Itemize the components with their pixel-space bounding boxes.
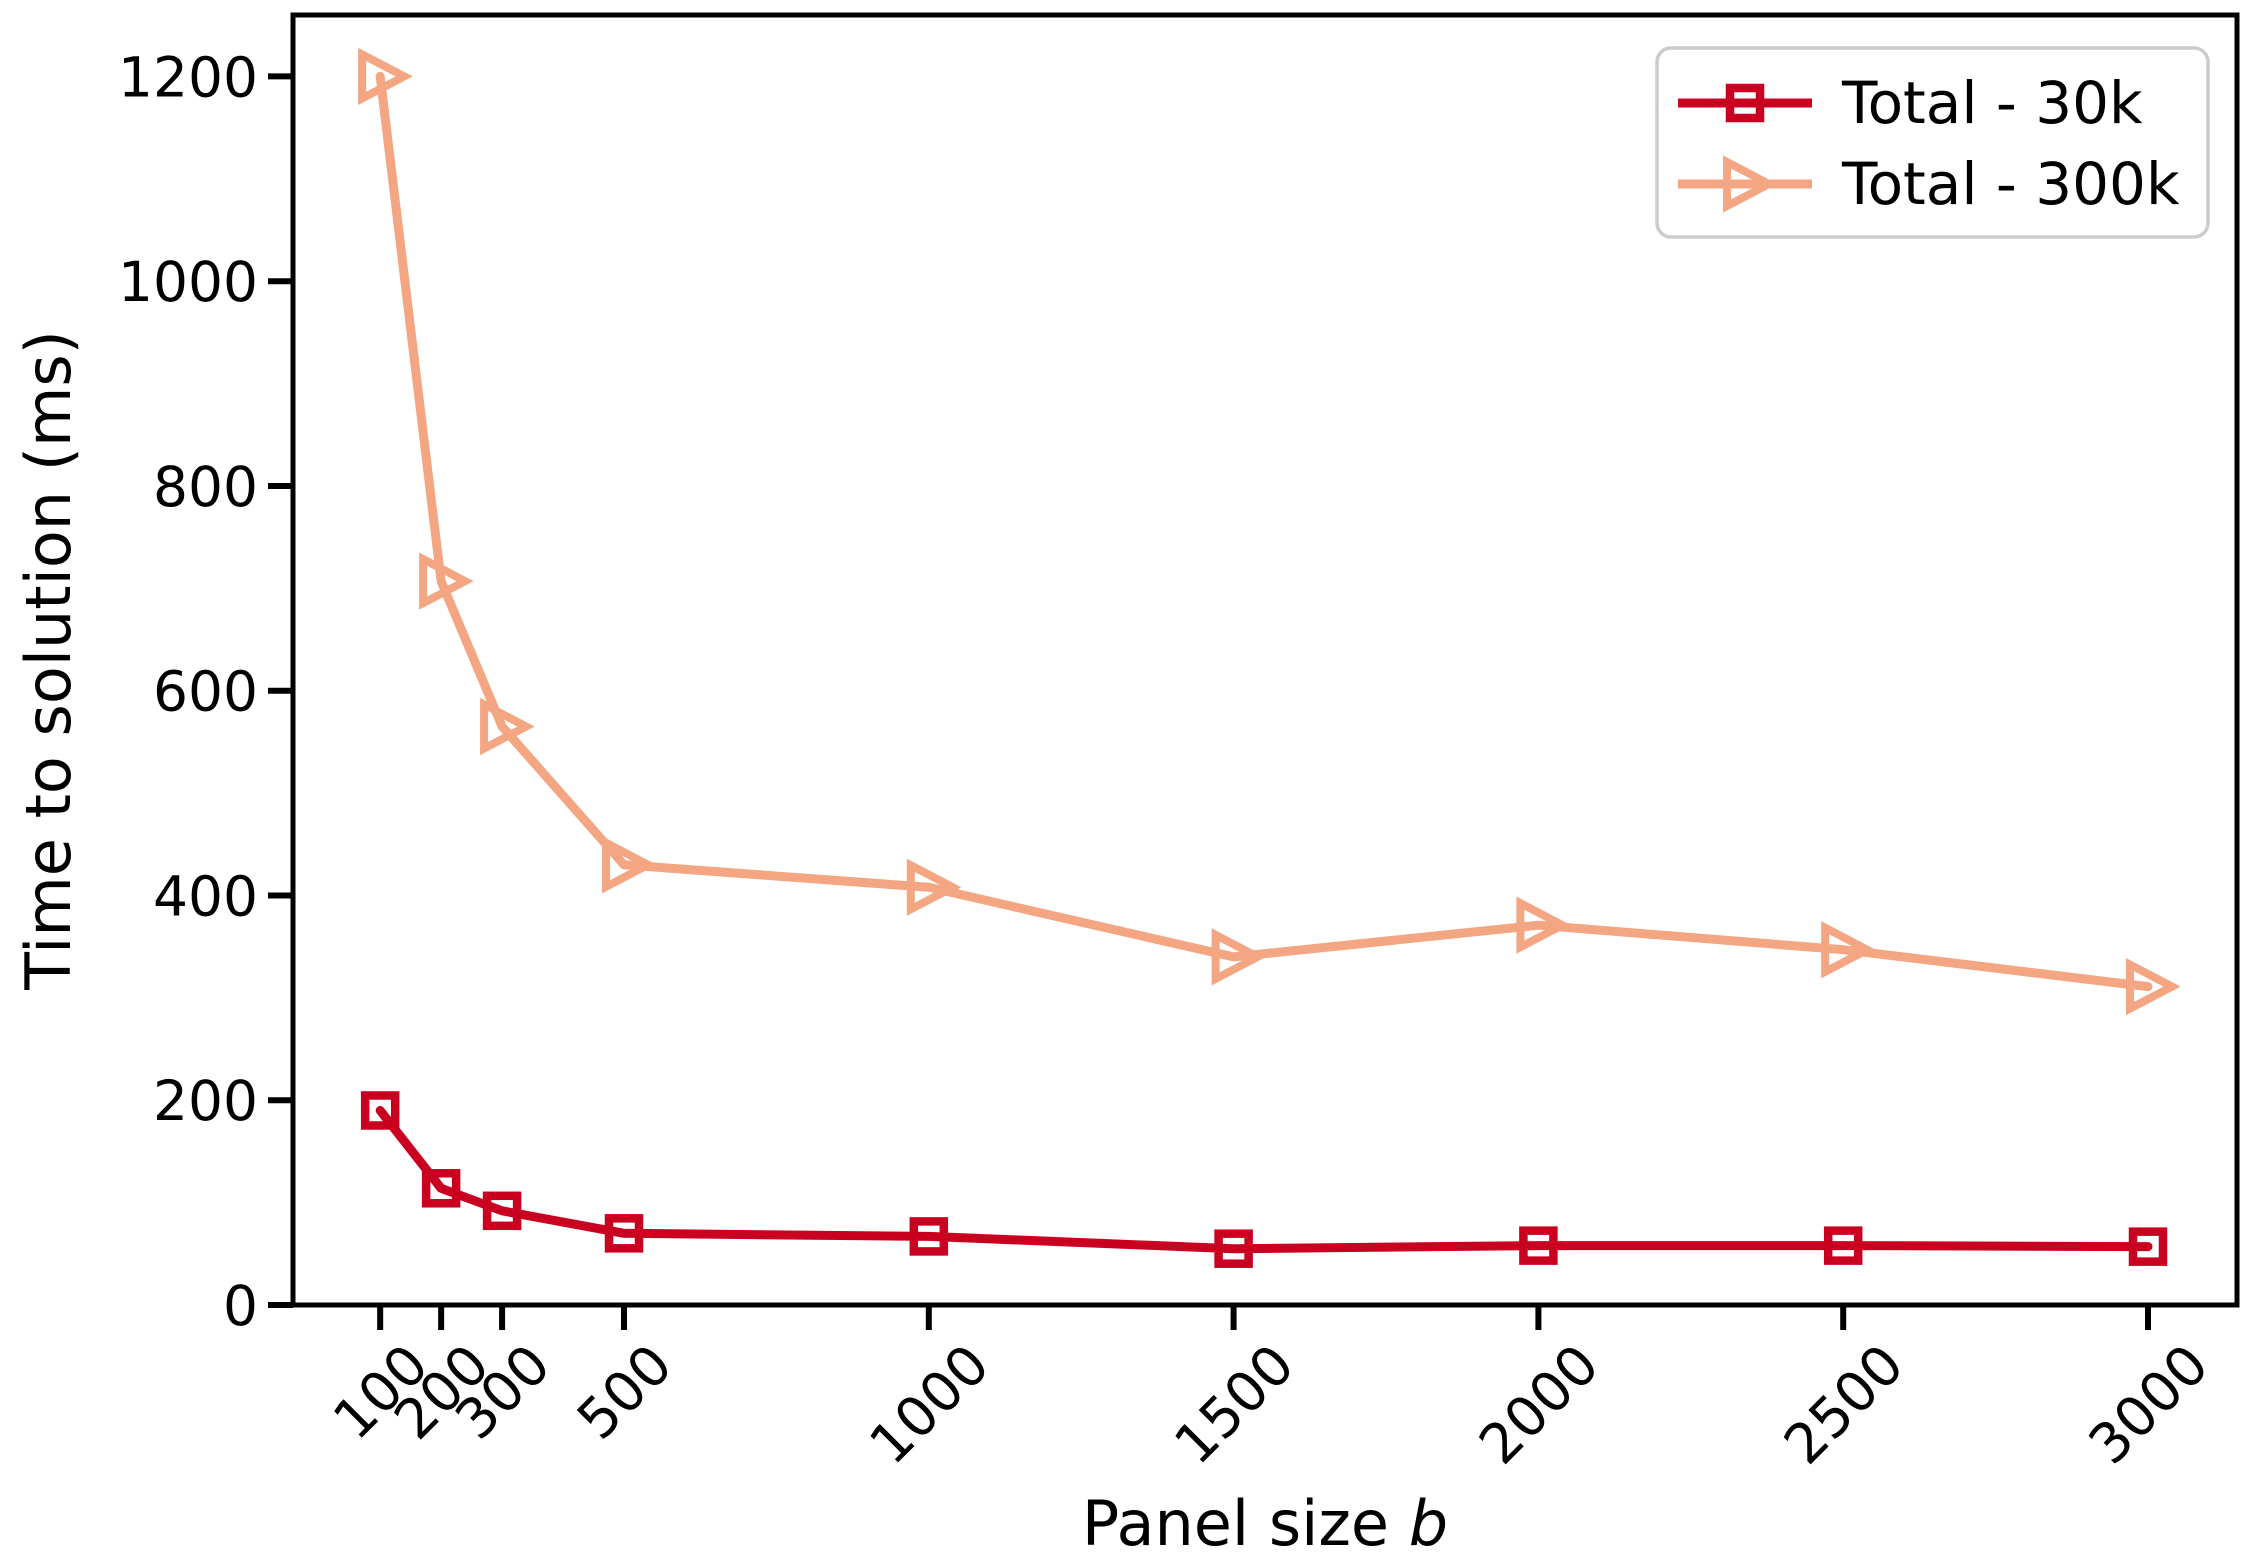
series-line-total-30k: [375, 1106, 2153, 1254]
data-point-triangle-total-300k: [602, 836, 657, 894]
legend-label: Total - 30k: [1841, 69, 2143, 137]
data-point-triangle-total-300k: [906, 858, 962, 916]
data-point-square-total-30k: [1214, 1229, 1253, 1268]
y-tick-label: 800: [153, 455, 258, 519]
y-tick-label: 200: [153, 1069, 258, 1133]
data-point-square-total-30k: [909, 1217, 949, 1256]
y-tick-label: 400: [153, 864, 258, 928]
y-tick-label: 0: [223, 1274, 258, 1338]
legend-box: [1655, 46, 2210, 239]
x-axis-label-text: Panel size: [1082, 1487, 1409, 1560]
data-point-square-total-30k: [421, 1169, 461, 1208]
x-axis-label-variable: b: [1409, 1487, 1448, 1560]
data-point-square-total-30k: [2128, 1227, 2168, 1266]
data-point-square-total-30k: [1823, 1226, 1863, 1265]
data-point-triangle-total-300k: [1821, 921, 1876, 979]
x-tick-label: 1000: [857, 1332, 1001, 1476]
data-point-square-total-30k: [482, 1191, 522, 1231]
y-axis-label: Time to solution (ms): [12, 330, 85, 991]
axes-spines: [290, 12, 2240, 1308]
data-point-square-total-30k: [360, 1091, 400, 1130]
x-tick-label: 2000: [1467, 1332, 1611, 1476]
y-tick-label: 1000: [118, 250, 258, 314]
y-tick-label: 1200: [118, 45, 258, 109]
data-point-triangle-total-300k: [2125, 957, 2181, 1016]
x-tick-label: 500: [565, 1332, 684, 1451]
data-point-square-legend: [1725, 83, 1765, 123]
data-point-triangle-total-300k: [1516, 896, 1572, 954]
series-line-total-300k: [375, 71, 2153, 992]
legend-label: Total - 300k: [1841, 150, 2180, 218]
x-axis-label: Panel size b: [1082, 1487, 1448, 1560]
data-point-triangle-total-300k: [480, 697, 535, 756]
data-point-triangle-total-300k: [419, 552, 474, 610]
data-point-square-total-30k: [1519, 1226, 1558, 1265]
data-point-square-total-30k: [604, 1214, 644, 1253]
data-point-triangle-total-300k: [1211, 928, 1267, 986]
x-tick-label: 1500: [1162, 1332, 1306, 1476]
data-point-triangle-total-300k: [358, 47, 413, 106]
x-tick-label: 3000: [2076, 1332, 2220, 1476]
x-tick-label: 2500: [1772, 1332, 1916, 1476]
legend: Total - 30k Total - 300k: [1655, 46, 2210, 239]
y-tick-label: 600: [153, 660, 258, 724]
data-point-triangle-legend: [1723, 155, 1778, 213]
